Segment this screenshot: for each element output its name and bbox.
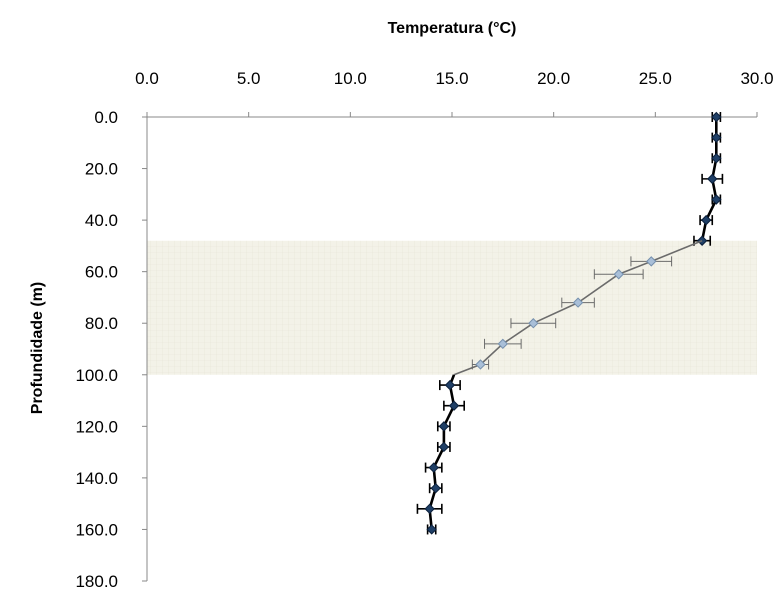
- data-point-marker: [438, 421, 450, 432]
- series-line: [453, 239, 703, 376]
- x-tick-label: 5.0: [237, 69, 261, 88]
- data-point-marker: [572, 297, 584, 308]
- data-point-marker: [528, 318, 539, 329]
- data-point-marker: [426, 524, 437, 535]
- x-tick-label: 10.0: [334, 69, 367, 88]
- data-point-marker: [613, 269, 624, 280]
- data-point-marker: [475, 359, 486, 370]
- data-point-marker: [428, 462, 439, 473]
- data-point-marker: [711, 194, 722, 205]
- data-point-marker: [430, 482, 441, 494]
- data-point-marker: [444, 379, 456, 391]
- x-tick-label: 25.0: [639, 69, 672, 88]
- y-tick-label: 100.0: [75, 366, 118, 385]
- data-point-marker: [497, 338, 509, 350]
- y-tick-label: 180.0: [75, 572, 118, 591]
- data-series: [693, 111, 724, 246]
- data-point-marker: [707, 173, 718, 185]
- data-point-marker: [646, 256, 657, 267]
- y-axis-ticks: 0.0 20.0 40.0 60.0 80.0 100.0 120.0 140.0 160.0 1…: [75, 108, 147, 591]
- data-point-marker: [711, 153, 722, 164]
- data-point-marker: [438, 441, 450, 453]
- y-tick-label: 120.0: [75, 417, 118, 436]
- data-point-marker: [700, 214, 712, 226]
- thermocline-band: [147, 240, 757, 375]
- y-tick-label: 60.0: [85, 263, 118, 282]
- y-tick-label: 40.0: [85, 211, 118, 230]
- x-tick-label: 20.0: [537, 69, 570, 88]
- x-axis-ticks: 0.0 5.0 10.0 15.0 20.0 25.0 30.0: [135, 69, 774, 117]
- y-tick-label: 160.0: [75, 520, 118, 539]
- x-tick-label: 30.0: [740, 69, 773, 88]
- data-point-marker: [711, 132, 722, 143]
- data-point-marker: [424, 503, 435, 515]
- data-series: [453, 239, 703, 376]
- y-tick-label: 140.0: [75, 469, 118, 488]
- x-tick-label: 15.0: [435, 69, 468, 88]
- y-axis-title: Profundidade (m): [29, 282, 46, 414]
- y-tick-label: 0.0: [94, 108, 118, 127]
- data-series: [416, 374, 466, 535]
- x-axis-title: Temperatura (°C): [388, 20, 517, 37]
- data-point-marker: [711, 111, 722, 123]
- data-point-marker: [448, 400, 460, 411]
- x-tick-label: 0.0: [135, 69, 159, 88]
- y-tick-label: 80.0: [85, 314, 118, 333]
- series-layer: [416, 111, 724, 535]
- y-tick-label: 20.0: [85, 160, 118, 179]
